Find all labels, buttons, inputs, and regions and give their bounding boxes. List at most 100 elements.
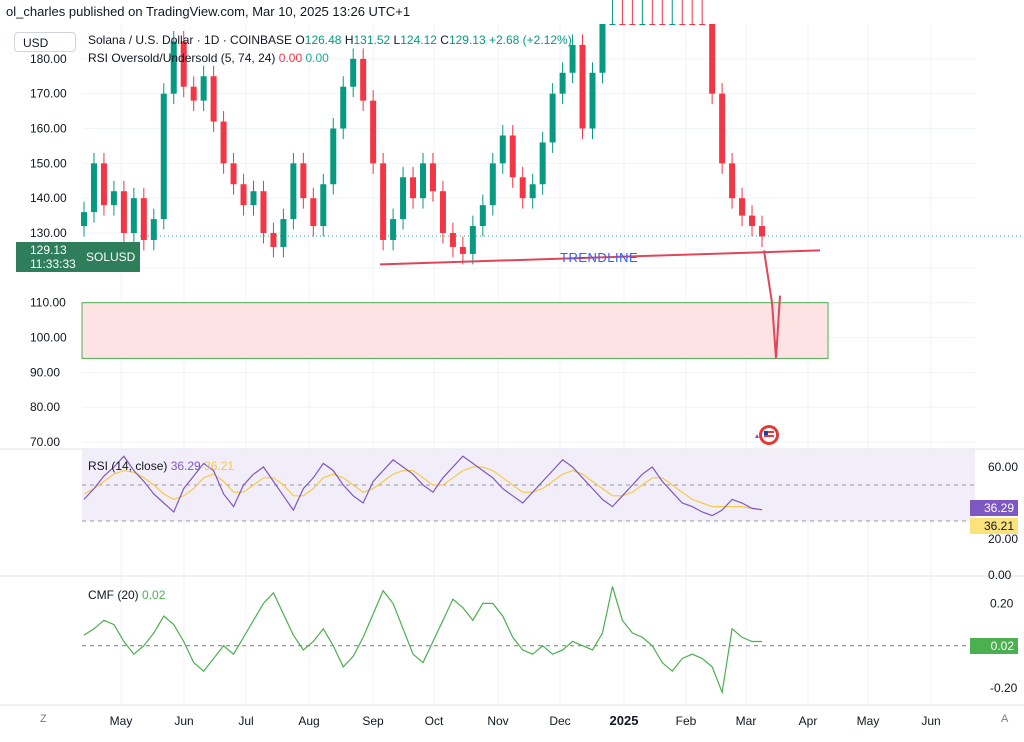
candle-body (649, 24, 656, 25)
cmf-value-badge: 0.02 (970, 638, 1018, 654)
symbol-title[interactable]: Solana / U.S. Dollar · 1D · COINBASE (88, 33, 293, 47)
candle-body (90, 163, 97, 213)
price-tick-label: 170.00 (30, 87, 67, 101)
candle-body (679, 24, 686, 25)
cmf-name[interactable]: CMF (20) (88, 588, 139, 602)
candle-body (449, 233, 456, 247)
price-tick-label: 80.00 (30, 400, 60, 414)
candle-body (609, 24, 616, 25)
candle-body (410, 177, 417, 199)
time-axis-label: Oct (425, 714, 444, 728)
last-price-tag: 129.13 11:33:33 SOLUSD (16, 242, 140, 272)
candle-body (549, 93, 556, 143)
candle-body (629, 24, 636, 25)
candle-body (350, 58, 357, 87)
candle-body (260, 191, 267, 234)
candle-body (320, 184, 327, 227)
time-axis-label: 2025 (610, 713, 639, 728)
candle-body (230, 163, 237, 185)
indicator-name[interactable]: RSI Oversold/Undersold (5, 74, 24) (88, 51, 276, 65)
candle-body (420, 163, 426, 199)
rsi-value: 36.29 (170, 459, 201, 473)
change-value: +2.68 (+2.12%) (488, 33, 572, 47)
close-label: C (440, 33, 449, 47)
auto-scale-button[interactable]: A (1001, 713, 1009, 725)
rsi-tick-label: 20.00 (988, 532, 1018, 546)
candle-body (619, 24, 626, 25)
bar-countdown: 11:33:33 (30, 257, 76, 271)
price-tick-label: 90.00 (30, 365, 60, 379)
time-axis-label: Jun (921, 714, 940, 728)
support-zone (81, 302, 829, 359)
candle-body (589, 72, 596, 129)
candle-body (739, 198, 746, 216)
candle-body (729, 163, 736, 199)
projection-arrow (763, 250, 781, 359)
candle-body (300, 163, 307, 199)
candle-body (489, 163, 496, 206)
candle-body (370, 100, 377, 164)
cmf-tick-label: -0.20 (990, 681, 1018, 695)
candle-body (749, 215, 756, 227)
candle-body (459, 246, 466, 254)
candle-body (81, 212, 87, 227)
high-value: 131.52 (353, 33, 391, 47)
candle-body (719, 93, 726, 164)
high-label: H (344, 33, 354, 47)
indicator-legend: RSI Oversold/Undersold (5, 74, 24) 0.00 … (88, 51, 329, 65)
candle-body (400, 177, 407, 220)
price-tick-label: 180.00 (30, 52, 67, 66)
price-tick-label: 160.00 (30, 122, 67, 136)
candle-body (120, 191, 127, 234)
candle-body (220, 121, 227, 164)
candle-body (280, 219, 287, 247)
candle-body (340, 86, 347, 129)
candle-body (529, 184, 536, 199)
candle-body (200, 76, 207, 101)
time-axis-label: May (110, 714, 133, 728)
candle-body (130, 198, 137, 234)
time-axis-label: Dec (549, 714, 570, 728)
candle-body (759, 226, 765, 237)
price-tick-label: 130.00 (30, 226, 67, 240)
candle-body (499, 135, 506, 164)
price-tick-label: 150.00 (30, 156, 67, 170)
rsi-ma-line (83, 466, 763, 511)
currency-button[interactable]: USD (14, 32, 76, 52)
us-flag-icon[interactable] (752, 424, 782, 446)
candle-body (290, 163, 297, 220)
rsi-name[interactable]: RSI (14, close) (88, 459, 168, 473)
candle-body (240, 184, 247, 206)
cmf-tick-label: 0.20 (990, 596, 1014, 610)
candle-body (559, 72, 566, 94)
candle-body (709, 24, 716, 94)
candle-body (160, 93, 167, 220)
candle-body (539, 142, 546, 185)
candle-body (190, 86, 197, 101)
rsi-value-badge: 36.29 (970, 500, 1018, 516)
rsi-tick-label: 60.00 (988, 460, 1018, 474)
candle-body (390, 219, 397, 240)
zoom-button[interactable]: Z (40, 713, 47, 725)
candle-body (140, 198, 147, 240)
low-value: 124.12 (400, 33, 437, 47)
trendline-label: TRENDLINE (560, 250, 639, 265)
candle-body (330, 128, 337, 185)
rsi-ma-badge: 36.21 (970, 518, 1018, 534)
cmf-line (83, 586, 762, 695)
candle-body (599, 24, 606, 73)
candle-body (150, 219, 157, 240)
indicator-value-2: 0.00 (305, 51, 329, 65)
candle-body (429, 163, 436, 192)
time-axis-label: Apr (799, 714, 818, 728)
indicator-value-1: 0.00 (278, 51, 303, 65)
close-value: 129.13 (448, 33, 486, 47)
time-axis-label: May (857, 714, 880, 728)
candle-body (669, 24, 676, 25)
price-tick-label: 100.00 (30, 331, 67, 345)
candle-body (469, 226, 476, 254)
time-axis-label: Nov (487, 714, 508, 728)
candle-body (639, 24, 646, 25)
rsi-legend: RSI (14, close) 36.29 36.21 (88, 459, 234, 473)
